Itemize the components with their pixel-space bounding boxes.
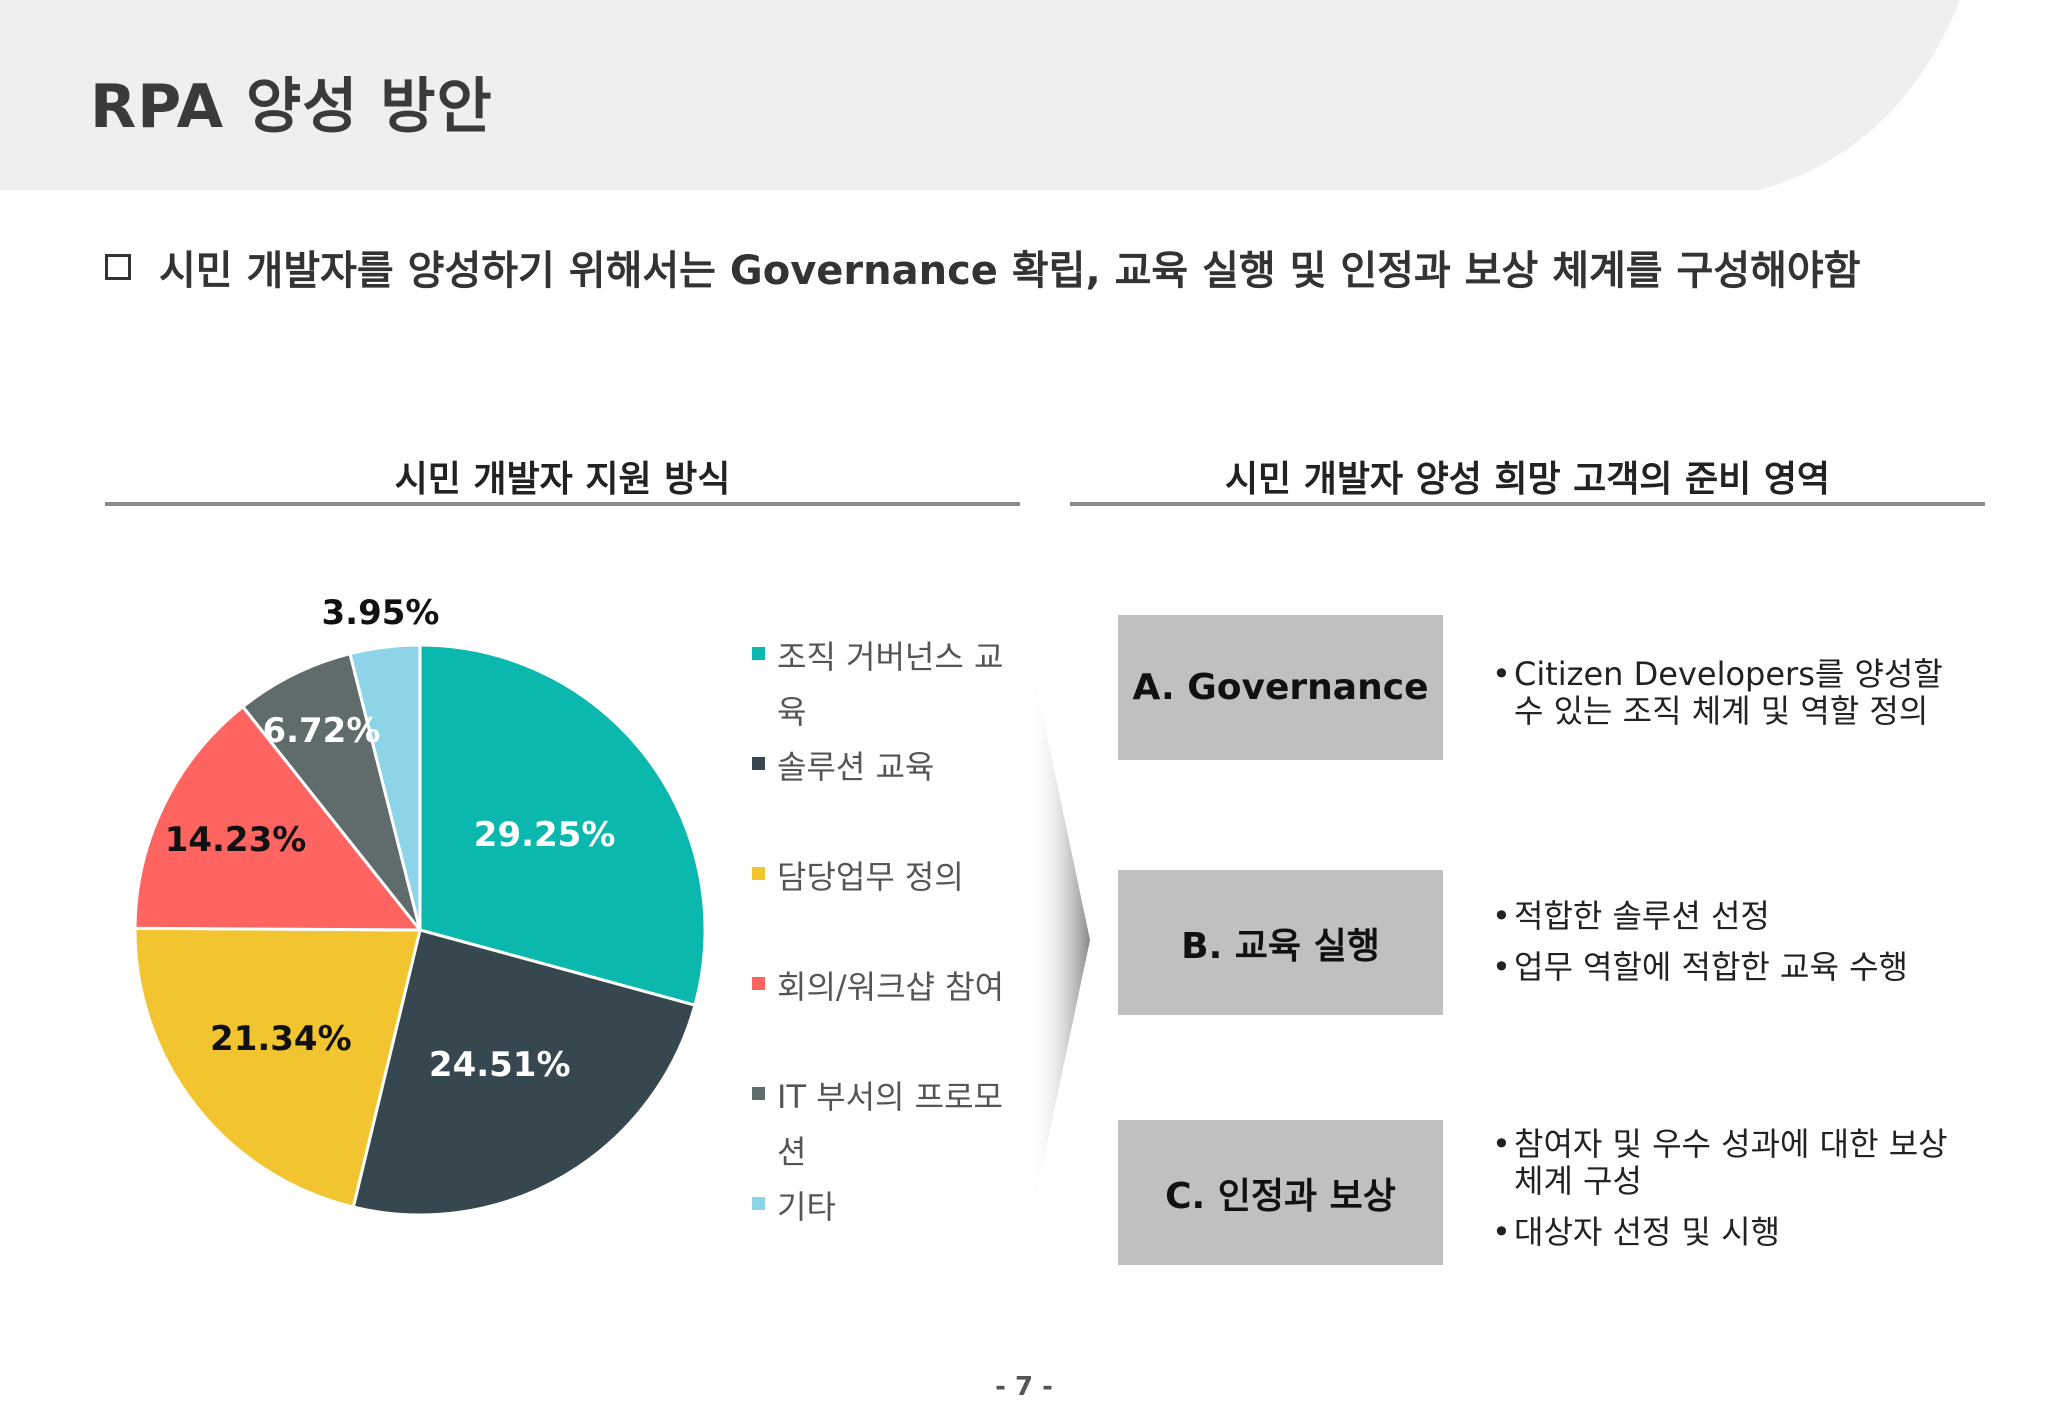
legend-label: 기타 bbox=[777, 1188, 836, 1226]
legend-swatch bbox=[752, 977, 765, 990]
bullet-item: • 적합한 솔루션 선정 bbox=[1492, 898, 1982, 935]
area-box-education: B. 교육 실행 bbox=[1118, 870, 1443, 1015]
area-description-reward: • 참여자 및 우수 성과에 대한 보상 체계 구성 • 대상자 선정 및 시행 bbox=[1492, 1126, 1982, 1265]
subtitle: 시민 개발자를 양성하기 위해서는 Governance 확립, 교육 실행 및… bbox=[159, 248, 1861, 294]
legend-label: 회의/워크샵 참여 bbox=[777, 968, 1005, 1006]
checkbox-icon bbox=[105, 254, 131, 280]
bullet-item: • 참여자 및 우수 성과에 대한 보상 체계 구성 bbox=[1492, 1126, 1982, 1200]
bullet-dot-icon: • bbox=[1492, 655, 1511, 693]
legend-label: 조직 거버넌스 교육 bbox=[777, 638, 1004, 731]
legend-item: 담당업무 정의 bbox=[752, 850, 1022, 905]
bullet-dot-icon: • bbox=[1492, 948, 1511, 986]
right-section-rule bbox=[1070, 502, 1985, 506]
page-number: - 7 - bbox=[995, 1372, 1053, 1402]
pie-slice-label: 24.51% bbox=[428, 1044, 571, 1085]
area-box-governance: A. Governance bbox=[1118, 615, 1443, 760]
legend-item: 기타 bbox=[752, 1180, 1022, 1235]
pie-slice-label: 14.23% bbox=[164, 820, 307, 861]
pie-slice-label: 3.95% bbox=[321, 593, 440, 634]
area-description-governance: • Citizen Developers를 양성할 수 있는 조직 체계 및 역할… bbox=[1492, 656, 1982, 744]
bullet-text: 대상자 선정 및 시행 bbox=[1514, 1213, 1781, 1251]
right-section-heading: 시민 개발자 양성 희망 고객의 준비 영역 bbox=[1224, 459, 1831, 500]
page-title: RPA 양성 방안 bbox=[90, 72, 493, 142]
area-box-reward: C. 인정과 보상 bbox=[1118, 1120, 1443, 1265]
subtitle-row: 시민 개발자를 양성하기 위해서는 Governance 확립, 교육 실행 및… bbox=[105, 238, 1861, 296]
bullet-item: • 업무 역할에 적합한 교육 수행 bbox=[1492, 949, 1982, 986]
bullet-dot-icon: • bbox=[1492, 1213, 1511, 1251]
legend-item: 조직 거버넌스 교육 bbox=[752, 630, 1022, 740]
bullet-dot-icon: • bbox=[1492, 1125, 1511, 1163]
legend-swatch bbox=[752, 757, 765, 770]
left-section-heading: 시민 개발자 지원 방식 bbox=[394, 459, 731, 500]
legend-swatch bbox=[752, 867, 765, 880]
bullet-text: 참여자 및 우수 성과에 대한 보상 체계 구성 bbox=[1514, 1125, 1948, 1200]
header-band bbox=[0, 0, 1960, 190]
legend-item: IT 부서의 프로모션 bbox=[752, 1070, 1022, 1180]
pie-chart: 29.25% 24.51% 21.34% 14.23% 6.72% 3.95% bbox=[130, 593, 710, 1220]
legend-label: 담당업무 정의 bbox=[777, 858, 964, 896]
legend-label: IT 부서의 프로모션 bbox=[777, 1078, 1003, 1171]
bullet-item: • Citizen Developers를 양성할 수 있는 조직 체계 및 역할… bbox=[1492, 656, 1982, 730]
pie-slice-label: 6.72% bbox=[262, 710, 381, 751]
left-section-rule bbox=[105, 502, 1020, 506]
legend-swatch bbox=[752, 1197, 765, 1210]
legend-label: 솔루션 교육 bbox=[777, 748, 935, 786]
bullet-text: Citizen Developers를 양성할 수 있는 조직 체계 및 역할 … bbox=[1514, 655, 1943, 730]
bullet-text: 적합한 솔루션 선정 bbox=[1514, 897, 1770, 935]
pie-slice bbox=[418, 643, 707, 1008]
legend-item: 솔루션 교육 bbox=[752, 740, 1022, 795]
pie-slice bbox=[133, 926, 422, 1209]
area-description-education: • 적합한 솔루션 선정 • 업무 역할에 적합한 교육 수행 bbox=[1492, 898, 1982, 1000]
pie-slice-label: 21.34% bbox=[210, 1018, 352, 1059]
bullet-item: • 대상자 선정 및 시행 bbox=[1492, 1214, 1982, 1251]
legend-swatch bbox=[752, 647, 765, 660]
pie-slice bbox=[240, 651, 422, 931]
pie-slice bbox=[348, 643, 422, 931]
legend-item: 회의/워크샵 참여 bbox=[752, 960, 1022, 1015]
legend-swatch bbox=[752, 1087, 765, 1100]
pie-slice-label: 29.25% bbox=[473, 814, 616, 855]
section-divider bbox=[1030, 655, 1090, 1225]
pie-slice bbox=[133, 704, 424, 932]
pie-slice bbox=[351, 928, 697, 1217]
bullet-dot-icon: • bbox=[1492, 897, 1511, 935]
pie-chart-svg bbox=[133, 643, 707, 1217]
bullet-text: 업무 역할에 적합한 교육 수행 bbox=[1514, 948, 1908, 986]
